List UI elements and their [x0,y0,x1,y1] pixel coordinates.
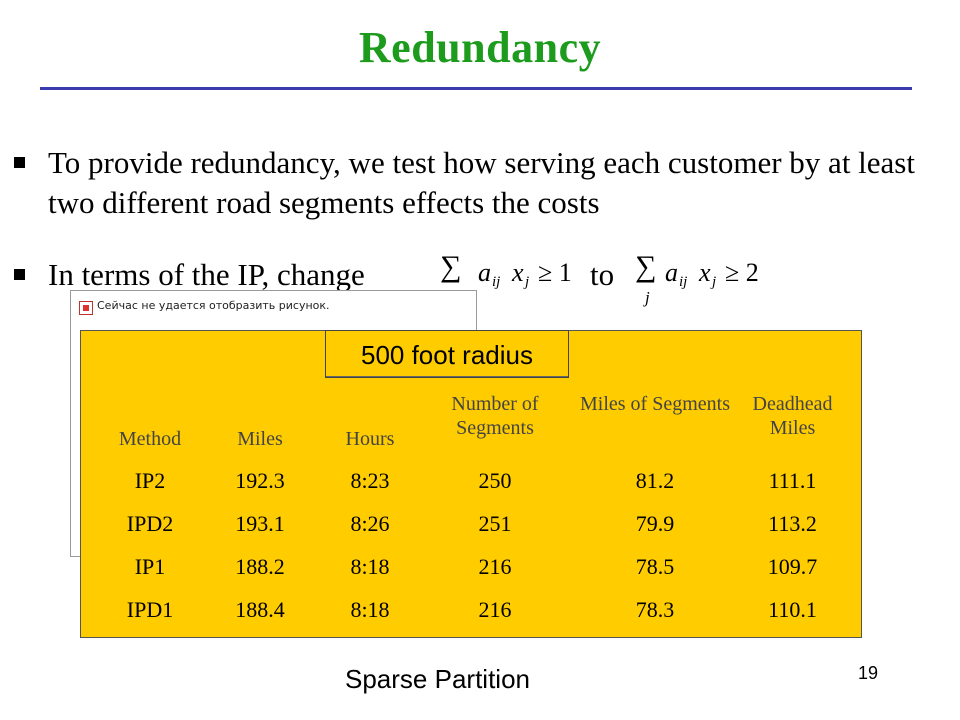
table-cell: 78.3 [635,597,675,622]
table-caption: 500 foot radius [325,330,569,378]
table-cell: 113.2 [768,511,817,536]
table-caption-text: 500 foot radius [360,340,533,370]
var-sub: j [525,274,530,290]
table-cell: 110.1 [768,597,817,622]
table-cell: 250 [478,468,512,493]
coef-sub: ij [679,274,688,290]
sum-symbol: ∑ [635,250,657,283]
coef-a: a [665,258,678,287]
table-cell: IPD1 [126,597,174,622]
relation: ≥ 1 [538,258,572,287]
constraint-formula-original: ∑ j a ij x j ≥ 1 [440,250,580,310]
bullet-text: In terms of the IP, change [48,257,365,292]
coef-sub: ij [492,274,501,290]
title-underline [40,87,912,90]
header-method: Method [118,428,182,450]
header-number-of-segments: Number of Segments [451,393,539,439]
square-bullet-icon [14,269,25,280]
var-sub: j [712,274,717,290]
table-cell: IPD2 [126,511,174,536]
results-table [80,330,862,638]
coef-a: a [478,258,491,287]
sum-index: j [645,288,650,307]
table-cell: IP1 [134,554,166,579]
footer-text: Sparse Partition [345,664,530,694]
slide-title: Redundancy [358,23,602,72]
table-cell: IP2 [134,468,166,493]
page-number: 19 [858,663,879,683]
table-cell: 79.9 [635,511,675,536]
relation: ≥ 2 [725,258,759,287]
table-cell: 216 [478,597,512,622]
table-cell: 81.2 [635,468,675,493]
connector-to: to [590,257,615,292]
table-cell: 193.1 [235,511,285,536]
table-cell: 216 [478,554,512,579]
header-deadhead-miles: Deadhead Miles [752,393,833,439]
table-cell: 8:18 [350,597,390,622]
broken-image-text: Сейчас не удается отобразить рисунок. [97,299,330,312]
table-cell: 8:26 [350,511,390,536]
var-x: x [512,258,524,287]
table-cell: 188.4 [235,597,285,622]
table-cell: 8:23 [350,468,390,493]
constraint-formula-new: ∑ j a ij x j ≥ 2 [635,250,775,310]
broken-image-icon [79,301,93,315]
var-x: x [699,258,711,287]
header-hours: Hours [345,428,395,450]
table-cell: 78.5 [635,554,675,579]
bullet-text: To provide redundancy, we test how servi… [48,145,915,220]
table-cell: 192.3 [235,468,285,493]
sum-symbol: ∑ [440,250,462,283]
header-miles: Miles [237,428,283,450]
table-cell: 251 [478,511,512,536]
header-miles-of-segments: Miles of Segments [580,393,730,415]
table-cell: 111.1 [768,468,817,493]
table-cell: 109.7 [767,554,818,579]
square-bullet-icon [14,157,25,168]
table-cell: 8:18 [350,554,390,579]
table-cell: 188.2 [235,554,285,579]
